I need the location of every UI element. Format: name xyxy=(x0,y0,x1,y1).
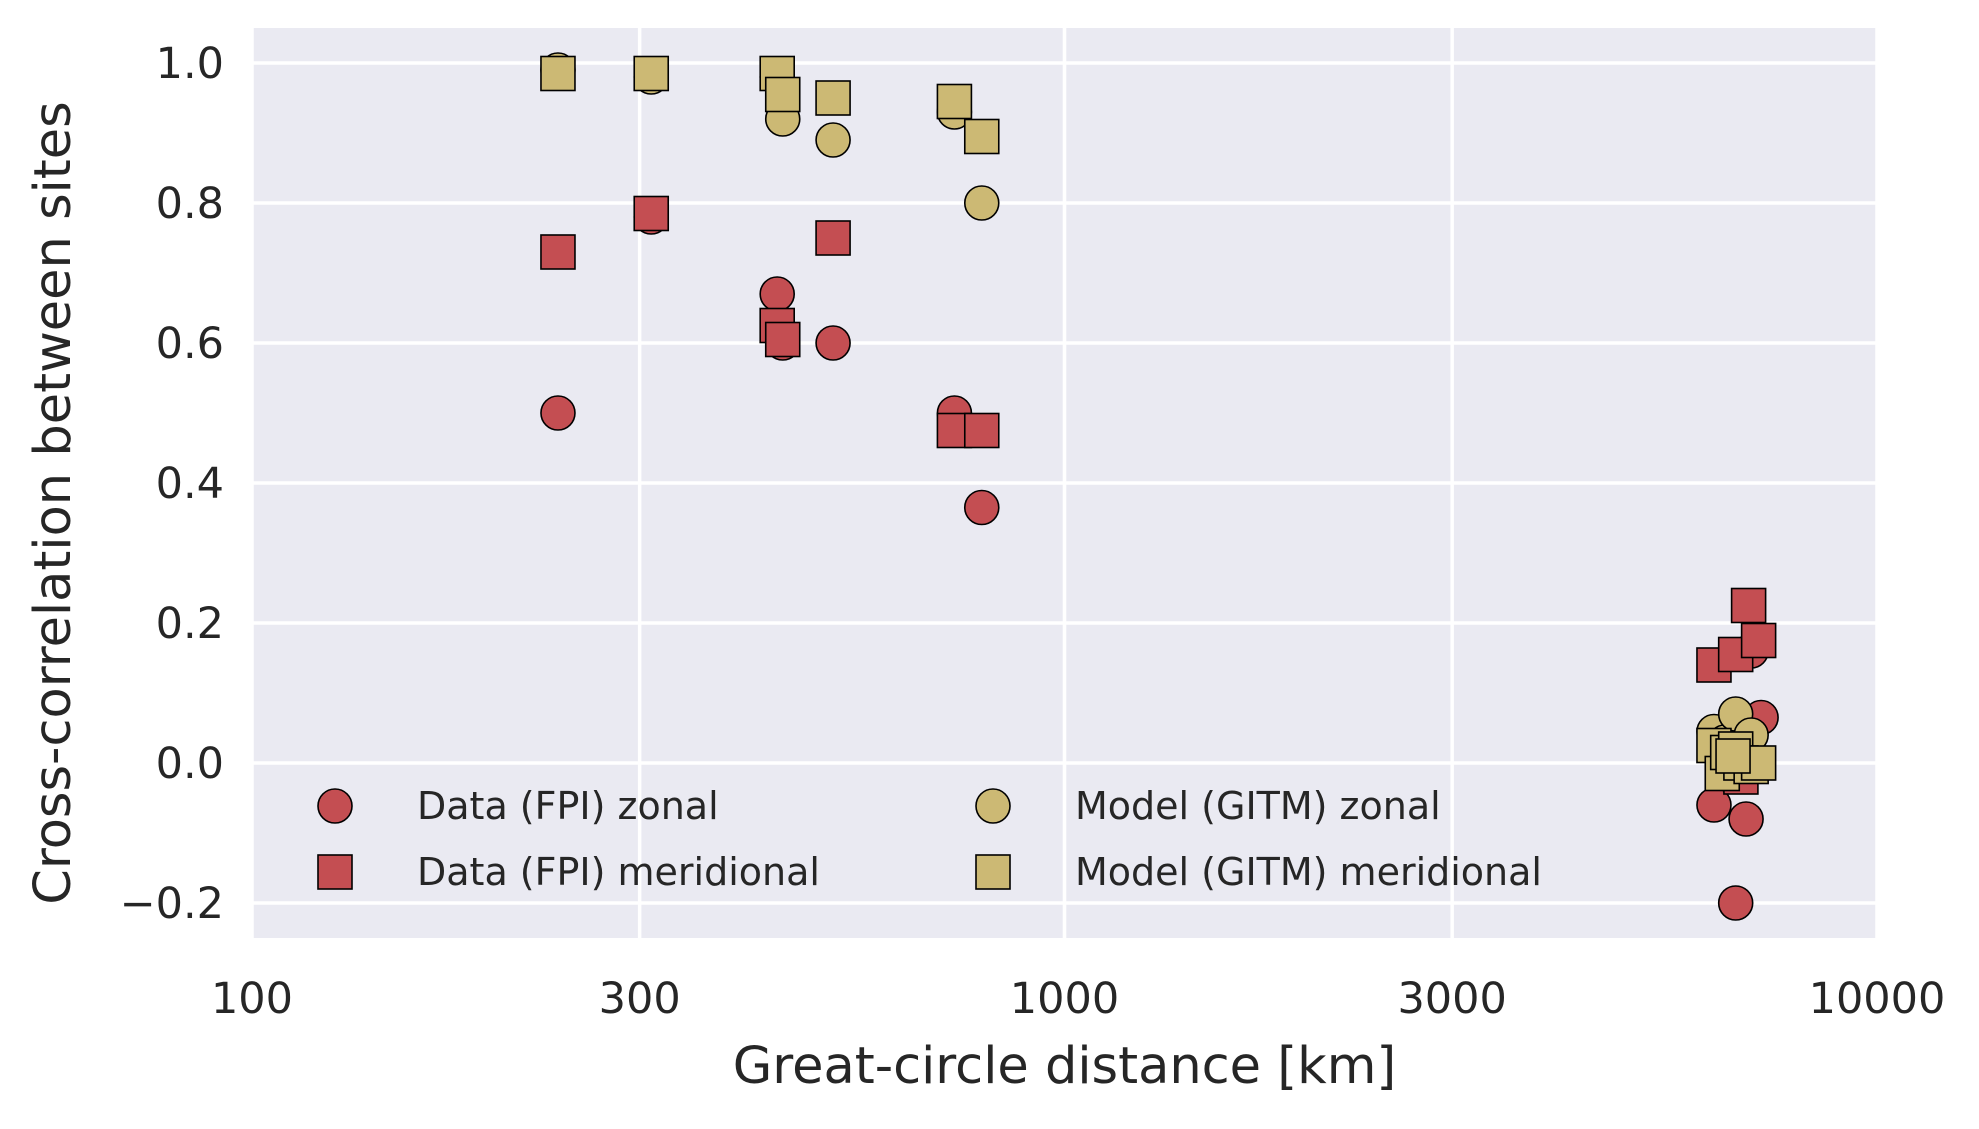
data-point xyxy=(815,122,851,158)
data-point xyxy=(759,276,796,312)
data-point xyxy=(1740,622,1777,659)
legend-marker xyxy=(975,854,1011,890)
data-point xyxy=(815,325,851,361)
data-point xyxy=(764,321,801,358)
data-point xyxy=(963,185,1000,221)
legend-item: Model (GITM) zonal xyxy=(975,784,1441,828)
data-point xyxy=(815,80,851,116)
y-tick-label: 0.6 xyxy=(156,319,224,369)
y-axis-label: Cross-correlation between sites xyxy=(24,101,83,905)
series-3 xyxy=(540,55,1777,792)
legend-item: Data (FPI) meridional xyxy=(317,850,820,894)
data-point xyxy=(1730,587,1767,624)
x-tick-label: 10000 xyxy=(1809,974,1946,1024)
data-point xyxy=(633,195,670,232)
legend: Data (FPI) zonal Data (FPI) meridional Mod… xyxy=(317,784,1542,894)
legend-item: Data (FPI) zonal xyxy=(317,784,719,828)
x-axis-label: Great-circle distance [km] xyxy=(733,1037,1397,1096)
legend-label: Data (FPI) meridional xyxy=(417,850,820,894)
legend-label: Model (GITM) meridional xyxy=(1075,850,1542,894)
x-tick-label: 300 xyxy=(599,974,681,1024)
legend-marker xyxy=(317,854,353,890)
data-point xyxy=(815,220,851,256)
data-point xyxy=(633,55,670,92)
x-tick-label: 100 xyxy=(211,974,293,1024)
y-tick-label: −0.2 xyxy=(120,879,224,929)
data-point xyxy=(540,234,576,270)
data-point xyxy=(540,395,576,431)
data-point xyxy=(963,412,1000,449)
y-tick-label: 0.8 xyxy=(156,179,224,229)
data-point xyxy=(963,489,1000,526)
legend-label: Model (GITM) zonal xyxy=(1075,784,1441,828)
data-point xyxy=(764,76,801,113)
legend-marker xyxy=(317,788,353,824)
x-tick-label: 1000 xyxy=(1010,974,1119,1024)
y-tick-label: 0.0 xyxy=(156,739,224,789)
legend-label: Data (FPI) zonal xyxy=(417,784,719,828)
data-point xyxy=(1717,885,1754,921)
legend-marker xyxy=(975,788,1011,824)
data-point xyxy=(1715,738,1751,774)
y-tick-label: 0.2 xyxy=(156,599,224,649)
y-tick-label: 1.0 xyxy=(156,39,224,89)
grid-lines xyxy=(250,28,1879,938)
data-point xyxy=(936,83,973,120)
data-points xyxy=(540,52,1779,921)
data-point xyxy=(540,55,576,92)
data-point xyxy=(963,118,1000,155)
y-tick-label: 0.4 xyxy=(156,459,224,509)
legend-item: Model (GITM) meridional xyxy=(975,850,1542,894)
tick-labels: 100 300 1000 3000 10000 −0.2 0.0 0.2 0.4 0.6 0.8 1.… xyxy=(120,39,1946,1024)
data-point xyxy=(1728,801,1764,837)
x-tick-label: 3000 xyxy=(1397,974,1506,1024)
